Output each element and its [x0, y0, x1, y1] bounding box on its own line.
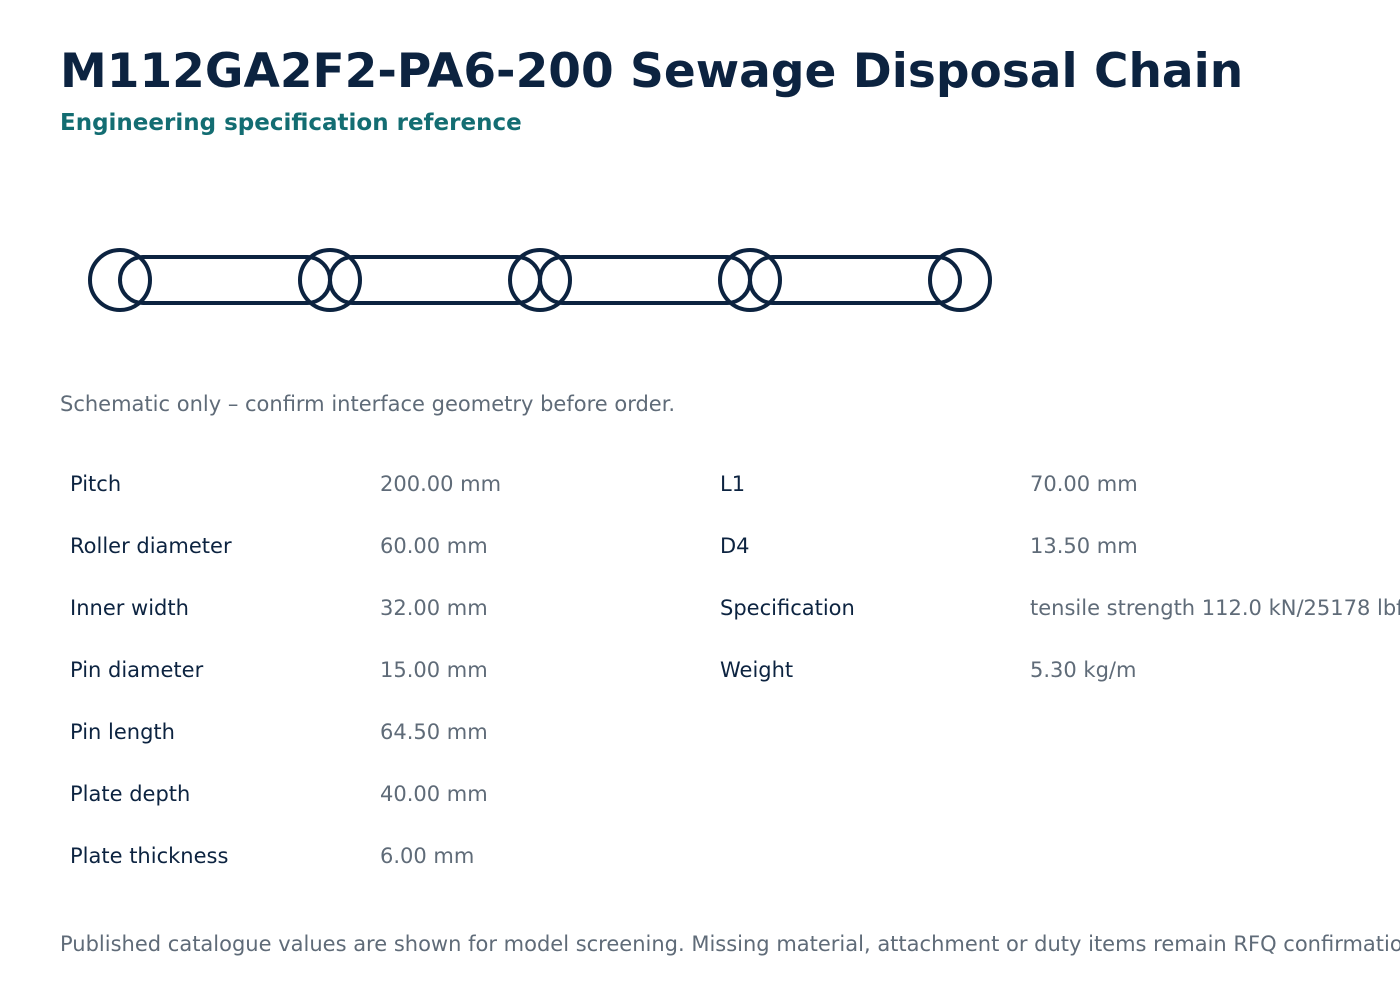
spec-label: Plate depth [70, 782, 191, 806]
spec-row-inner-width: Inner width 32.00 mm [60, 576, 700, 638]
chain-roller [298, 248, 362, 312]
chain-roller [508, 248, 572, 312]
spec-label: Roller diameter [70, 534, 232, 558]
spec-row-d4: D4 13.50 mm [710, 514, 1400, 576]
spec-row-plate-depth: Plate depth 40.00 mm [60, 762, 700, 824]
spec-value: 60.00 mm [380, 534, 488, 558]
spec-value: 64.50 mm [380, 720, 488, 744]
spec-label: Weight [720, 658, 794, 682]
schematic-note: Schematic only – confirm interface geome… [60, 392, 676, 416]
spec-table-right: L1 70.00 mm D4 13.50 mm Specification te… [710, 452, 1400, 700]
spec-row-pin-length: Pin length 64.50 mm [60, 700, 700, 762]
spec-value: 6.00 mm [380, 844, 475, 868]
spec-value: 13.50 mm [1030, 534, 1138, 558]
spec-row-pitch: Pitch 200.00 mm [60, 452, 700, 514]
spec-label: Pin diameter [70, 658, 204, 682]
spec-row-plate-thickness: Plate thickness 6.00 mm [60, 824, 700, 886]
spec-row-l1: L1 70.00 mm [710, 452, 1400, 514]
spec-label: Pitch [70, 472, 122, 496]
page-subtitle: Engineering specification reference [60, 110, 522, 136]
spec-value: 15.00 mm [380, 658, 488, 682]
spec-value: 32.00 mm [380, 596, 488, 620]
footer-note: Published catalogue values are shown for… [60, 932, 1400, 956]
chain-roller [88, 248, 152, 312]
spec-label: Specification [720, 596, 855, 620]
page-title: M112GA2F2-PA6-200 Sewage Disposal Chain [60, 44, 1244, 99]
chain-roller [928, 248, 992, 312]
spec-row-specification: Specification tensile strength 112.0 kN/… [710, 576, 1400, 638]
chain-schematic [88, 248, 992, 312]
spec-value: tensile strength 112.0 kN/25178 lbf [1030, 596, 1400, 620]
chain-link-plate [748, 255, 962, 305]
spec-value: 200.00 mm [380, 472, 502, 496]
spec-row-roller-diameter: Roller diameter 60.00 mm [60, 514, 700, 576]
spec-row-weight: Weight 5.30 kg/m [710, 638, 1400, 700]
spec-label: D4 [720, 534, 750, 558]
spec-label: Pin length [70, 720, 175, 744]
spec-row-pin-diameter: Pin diameter 15.00 mm [60, 638, 700, 700]
spec-value: 40.00 mm [380, 782, 488, 806]
spec-value: 5.30 kg/m [1030, 658, 1137, 682]
spec-value: 70.00 mm [1030, 472, 1138, 496]
chain-roller [718, 248, 782, 312]
spec-table-left: Pitch 200.00 mm Roller diameter 60.00 mm… [60, 452, 700, 886]
spec-label: Inner width [70, 596, 189, 620]
spec-label: L1 [720, 472, 746, 496]
spec-label: Plate thickness [70, 844, 229, 868]
